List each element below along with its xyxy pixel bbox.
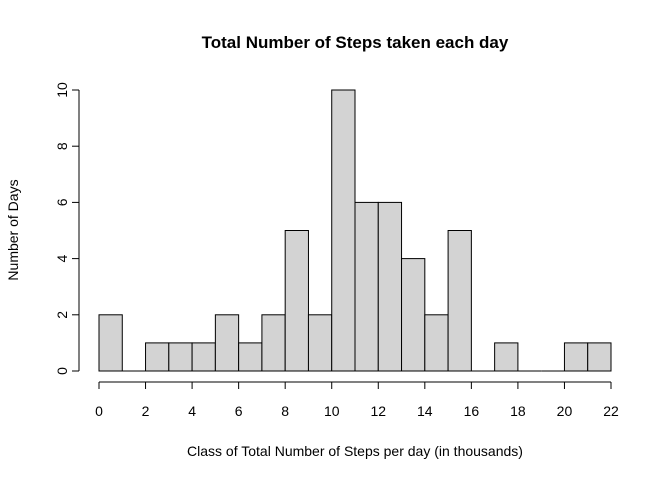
y-axis: 0 2 4 6 8 10 <box>54 82 80 375</box>
y-tick-label: 4 <box>54 254 70 262</box>
x-tick-label: 2 <box>142 403 150 419</box>
x-tick-label: 0 <box>95 403 103 419</box>
bar <box>377 201 403 372</box>
bar <box>494 342 519 372</box>
x-tick-label: 8 <box>281 403 289 419</box>
x-tick-label: 4 <box>188 403 196 419</box>
y-tick-label: 2 <box>54 311 70 319</box>
bar <box>563 342 589 372</box>
x-tick-label: 14 <box>417 403 433 419</box>
bar <box>214 314 240 372</box>
x-tick-label: 10 <box>324 403 340 419</box>
x-tick-label: 12 <box>370 403 386 419</box>
y-tick-label: 6 <box>54 198 70 206</box>
x-axis: 0 2 4 6 8 10 12 14 16 18 20 22 <box>95 381 619 419</box>
chart-title: Total Number of Steps taken each day <box>202 33 509 52</box>
bar <box>587 342 612 372</box>
bar <box>331 89 356 372</box>
x-tick-label: 22 <box>603 403 619 419</box>
bar <box>168 342 193 372</box>
bar <box>191 342 216 372</box>
bar <box>261 314 286 372</box>
x-tick-label: 6 <box>235 403 243 419</box>
y-tick-label: 8 <box>54 142 70 150</box>
bar <box>307 314 333 372</box>
bar <box>238 342 263 372</box>
bar <box>401 258 426 372</box>
x-tick-label: 18 <box>510 403 526 419</box>
x-axis-label: Class of Total Number of Steps per day (… <box>187 443 523 459</box>
x-tick-label: 20 <box>557 403 573 419</box>
bar <box>424 314 449 372</box>
bar <box>98 314 123 372</box>
y-tick-label: 0 <box>54 367 70 375</box>
bar <box>354 201 379 372</box>
x-tick-label: 16 <box>464 403 480 419</box>
y-axis-label: Number of Days <box>5 179 21 280</box>
bar <box>145 342 170 372</box>
bar <box>284 230 309 372</box>
y-tick-label: 10 <box>54 82 70 98</box>
bar <box>447 230 472 372</box>
bars-group <box>98 89 612 372</box>
